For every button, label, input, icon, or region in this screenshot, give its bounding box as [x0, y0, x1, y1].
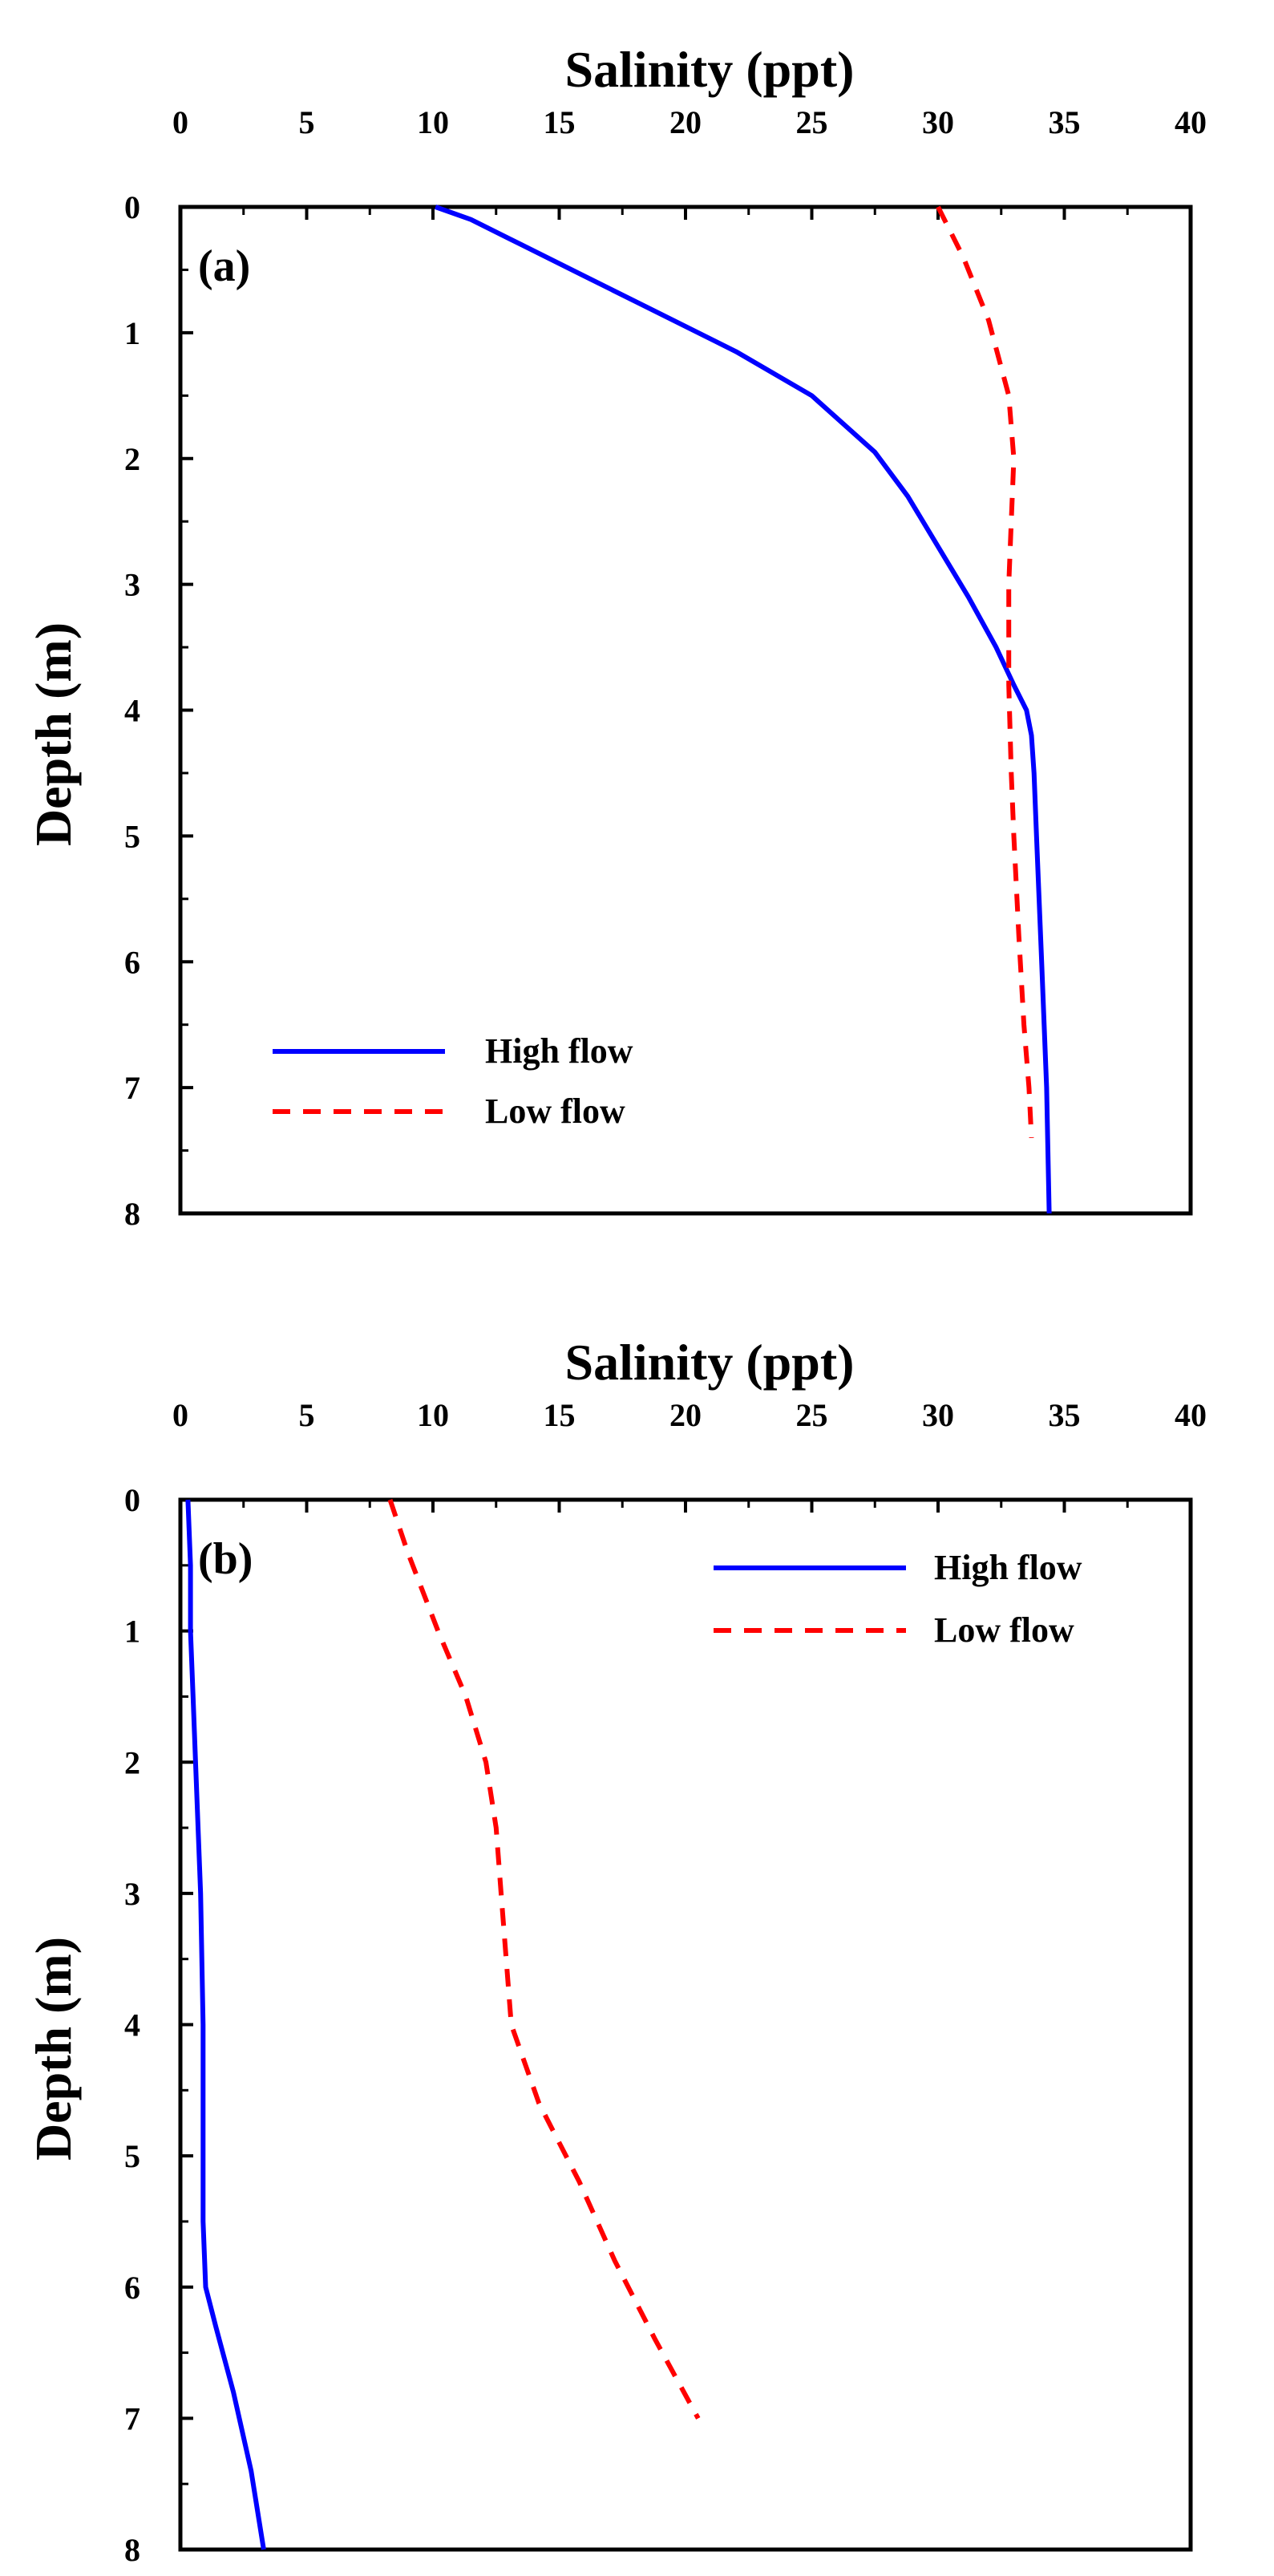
legend: High flow Low flow: [714, 1548, 1082, 1650]
chart-panel-b: 0 5 10 15 20 25 30 35 40 0 1 2 3 4 5 6 7 8 Salinity (ppt) D…: [25, 1334, 1207, 2568]
x-tick-label: 20: [669, 104, 702, 140]
x-tick-label: 25: [796, 104, 828, 140]
x-tick-label: 0: [172, 104, 188, 140]
plot-frame: [178, 205, 1193, 1216]
y-tick-label: 4: [124, 2007, 140, 2043]
y-tick-label: 7: [124, 2400, 140, 2436]
x-tick-label: 0: [172, 1397, 188, 1433]
y-tick-label: 8: [124, 2532, 140, 2568]
y-tick-label: 4: [124, 693, 140, 729]
x-tick-label: 20: [669, 1397, 702, 1433]
y-tick-label: 6: [124, 2270, 140, 2306]
x-tick-label: 30: [922, 104, 954, 140]
y-tick-label: 8: [124, 1196, 140, 1232]
y-tick-label: 0: [124, 1482, 140, 1518]
x-tick-label: 35: [1049, 104, 1081, 140]
y-tick-label: 3: [124, 1876, 140, 1912]
x-tick-label: 25: [796, 1397, 828, 1433]
x-tick-label: 30: [922, 1397, 954, 1433]
x-axis-title: Salinity (ppt): [565, 41, 855, 98]
chart-panel-a: 0 5 10 15 20 25 30 35 40 0 1 2 3 4 5 6 7 8 Salinity (ppt) D…: [25, 41, 1207, 1232]
x-axis-title: Salinity (ppt): [565, 1334, 855, 1391]
y-tick-label: 1: [124, 1614, 140, 1650]
legend-label: Low flow: [934, 1610, 1074, 1650]
panel-label: (a): [198, 241, 250, 291]
x-tick-label: 10: [417, 104, 449, 140]
x-tick-label: 10: [417, 1397, 449, 1433]
x-tick-label: 40: [1175, 1397, 1207, 1433]
x-tick-label: 5: [299, 104, 315, 140]
legend-label: High flow: [934, 1548, 1082, 1587]
y-axis-title: Depth (m): [25, 622, 82, 846]
series-line-high-flow: [435, 205, 1052, 1214]
x-tick-label: 15: [544, 1397, 576, 1433]
series-line-low-flow: [387, 1499, 701, 2420]
y-tick-label: 5: [124, 2138, 140, 2174]
y-tick-label: 2: [124, 441, 140, 477]
legend-label: Low flow: [485, 1092, 625, 1131]
y-tick-label: 0: [124, 189, 140, 225]
y-tick-label: 7: [124, 1070, 140, 1106]
legend: High flow Low flow: [273, 1031, 633, 1131]
y-tick-label: 2: [124, 1744, 140, 1780]
series-line-low-flow: [936, 205, 1034, 1139]
series-line-high-flow: [185, 1499, 266, 2550]
x-tick-label: 40: [1175, 104, 1207, 140]
legend-label: High flow: [485, 1031, 633, 1071]
x-tick-label: 15: [544, 104, 576, 140]
x-tick-label: 5: [299, 1397, 315, 1433]
y-axis-title: Depth (m): [25, 1937, 82, 2161]
panel-label: (b): [198, 1534, 253, 1584]
y-tick-label: 1: [124, 315, 140, 351]
y-tick-label: 6: [124, 944, 140, 980]
x-tick-label: 35: [1049, 1397, 1081, 1433]
y-tick-label: 5: [124, 818, 140, 854]
y-tick-label: 3: [124, 567, 140, 603]
